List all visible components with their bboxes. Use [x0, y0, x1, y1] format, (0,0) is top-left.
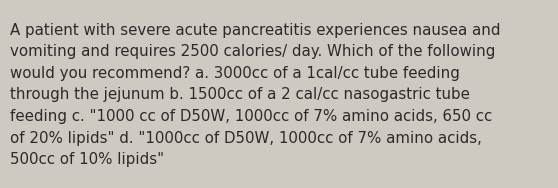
Text: A patient with severe acute pancreatitis experiences nausea and
vomiting and req: A patient with severe acute pancreatitis…	[10, 23, 501, 167]
